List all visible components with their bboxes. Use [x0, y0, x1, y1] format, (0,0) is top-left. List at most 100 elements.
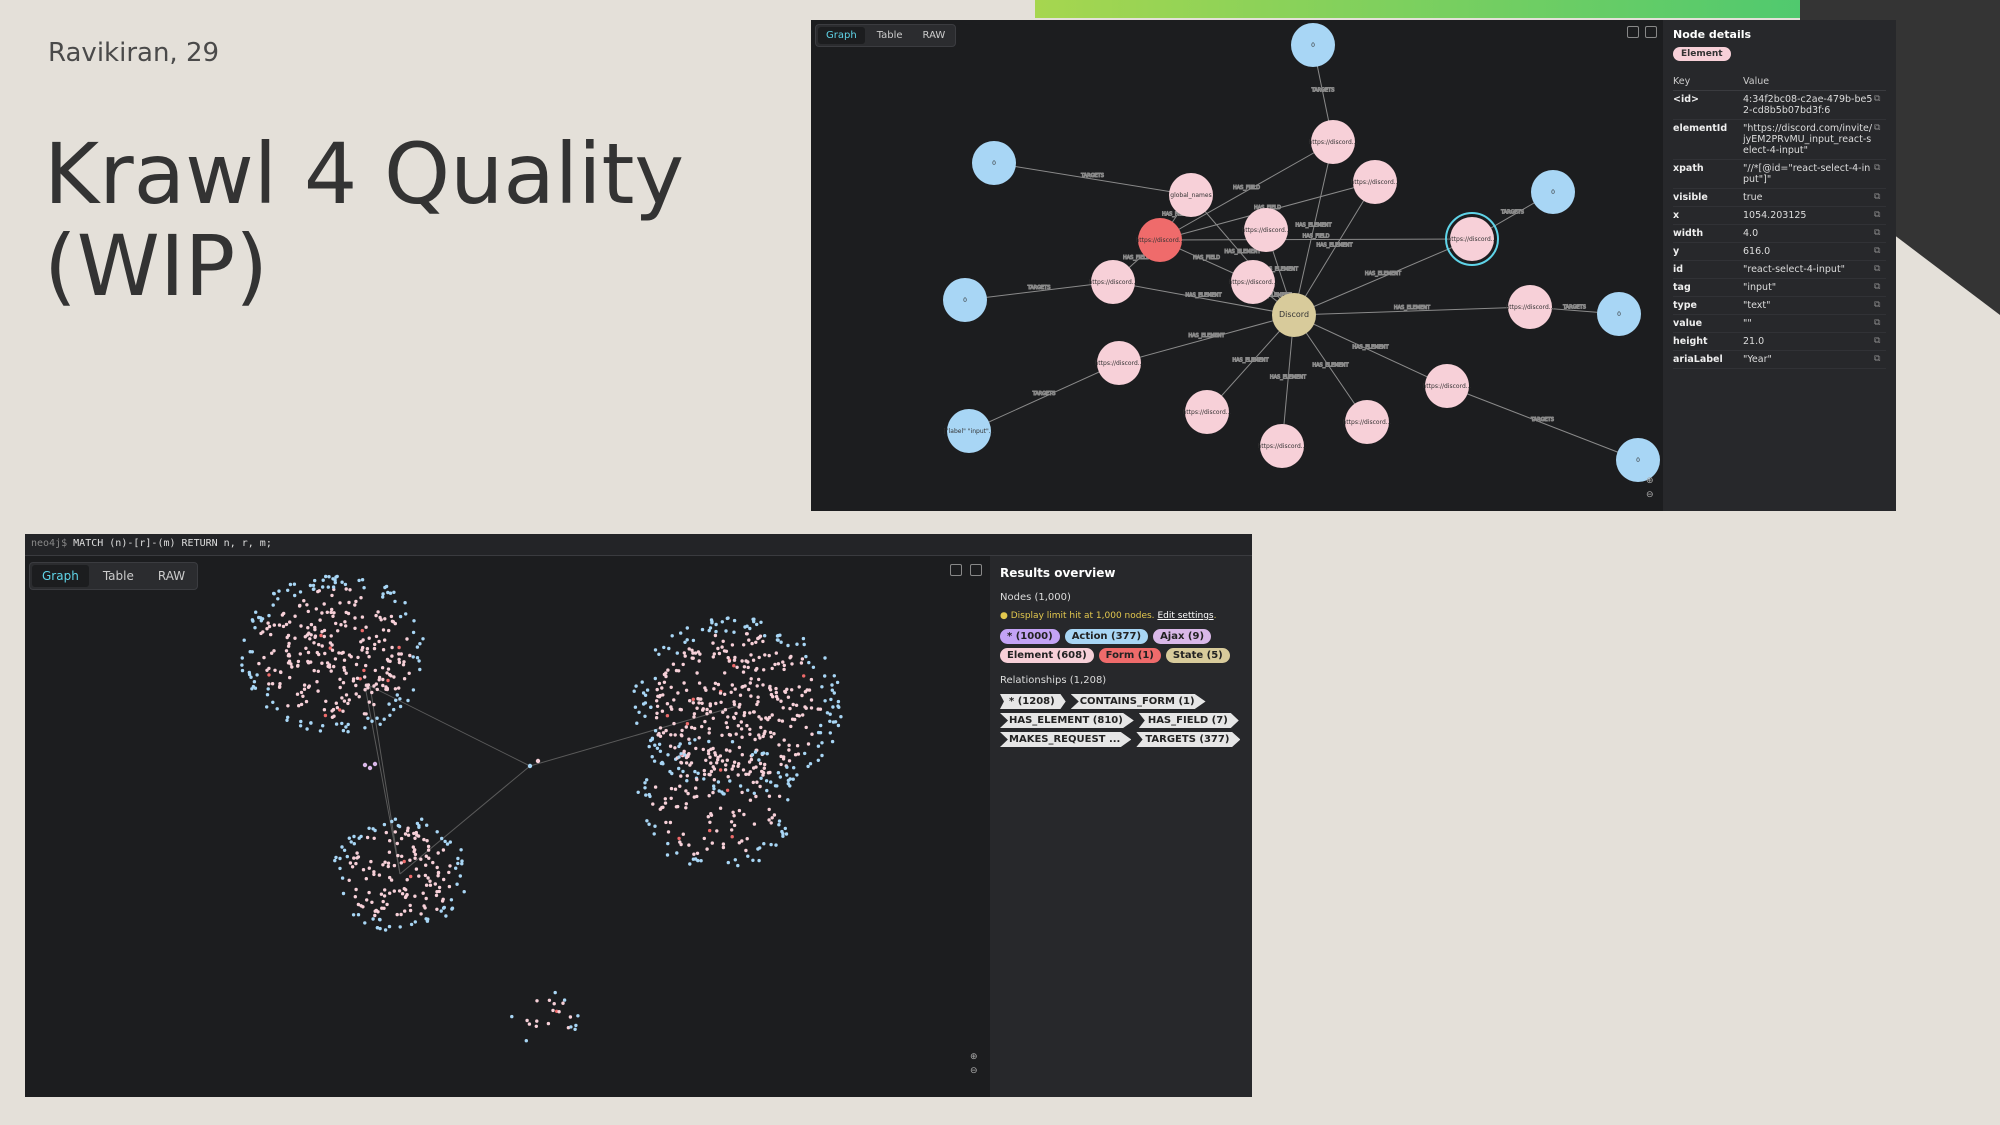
graph-node-dot[interactable]: [297, 604, 302, 608]
node-label-chip[interactable]: State (5): [1165, 648, 1230, 663]
graph-node-dot[interactable]: [823, 656, 827, 660]
graph-node-dot[interactable]: [449, 898, 454, 902]
node-graph[interactable]: HAS_ELEMENT HAS_ELEMENT HAS_ELEMENT HAS_ELE…: [811, 20, 1663, 511]
graph-node-dot[interactable]: [403, 601, 407, 605]
element-label-pill[interactable]: Element: [1673, 47, 1731, 61]
element-node[interactable]: [1311, 120, 1355, 164]
graph-node-dot[interactable]: [763, 653, 767, 657]
graph-node-dot[interactable]: [348, 588, 352, 592]
graph-node-dot[interactable]: [783, 690, 788, 694]
copy-icon[interactable]: ⧉: [1874, 300, 1881, 310]
graph-node-dot[interactable]: [401, 663, 406, 667]
copy-icon[interactable]: ⧉: [1874, 228, 1881, 238]
graph-node-dot[interactable]: [366, 716, 370, 720]
graph-node-dot[interactable]: [717, 789, 721, 793]
graph-node-dot[interactable]: [714, 701, 718, 706]
graph-node-dot[interactable]: [535, 999, 539, 1003]
graph-node-dot[interactable]: [737, 745, 742, 750]
graph-node-dot[interactable]: [400, 854, 404, 858]
graph-node-dot[interactable]: [802, 642, 806, 647]
graph-node-dot[interactable]: [658, 734, 663, 738]
graph-node-dot[interactable]: [757, 677, 761, 682]
graph-node-dot[interactable]: [828, 719, 832, 723]
graph-node-dot[interactable]: [392, 889, 396, 893]
graph-node-dot[interactable]: [811, 665, 816, 669]
graph-node-dot[interactable]: [249, 675, 253, 679]
graph-node-dot[interactable]: [561, 1001, 565, 1005]
graph-node-dot[interactable]: [717, 651, 722, 656]
graph-node-dot[interactable]: [431, 860, 435, 865]
graph-node-dot[interactable]: [734, 711, 738, 716]
graph-node-dot[interactable]: [265, 627, 269, 631]
graph-node-dot[interactable]: [785, 687, 789, 691]
graph-node-dot[interactable]: [744, 848, 748, 853]
graph-node-dot[interactable]: [742, 665, 747, 669]
graph-node-dot[interactable]: [302, 683, 307, 687]
graph-node-dot[interactable]: [801, 636, 806, 641]
graph-node-dot[interactable]: [816, 758, 820, 762]
graph-node-dot[interactable]: [749, 694, 753, 698]
graph-node-dot[interactable]: [778, 775, 782, 779]
element-node[interactable]: [1231, 260, 1275, 304]
graph-node-dot[interactable]: [739, 720, 743, 724]
graph-node-dot[interactable]: [411, 688, 416, 692]
graph-node-dot[interactable]: [395, 693, 399, 697]
graph-node-dot[interactable]: [301, 694, 305, 698]
graph-node-dot[interactable]: [731, 764, 736, 768]
graph-node-dot[interactable]: [307, 660, 311, 665]
graph-node-dot[interactable]: [661, 693, 665, 697]
graph-node-dot[interactable]: [407, 671, 411, 675]
graph-node-dot[interactable]: [720, 759, 725, 763]
graph-node-dot[interactable]: [705, 712, 709, 716]
graph-node-dot[interactable]: [270, 682, 275, 686]
graph-node-dot[interactable]: [777, 718, 781, 722]
graph-node-dot[interactable]: [687, 647, 691, 651]
graph-node-dot[interactable]: [655, 687, 659, 692]
graph-node-dot[interactable]: [722, 649, 727, 653]
graph-node-dot[interactable]: [733, 858, 737, 862]
graph-node-dot[interactable]: [340, 876, 345, 880]
graph-node-dot[interactable]: [691, 651, 695, 655]
graph-node-dot[interactable]: [353, 895, 357, 899]
graph-node-dot[interactable]: [833, 720, 838, 724]
graph-node-dot[interactable]: [707, 628, 711, 633]
graph-node-dot[interactable]: [685, 626, 689, 630]
graph-node-dot[interactable]: [456, 861, 460, 866]
graph-node-dot[interactable]: [240, 668, 245, 673]
graph-node-dot[interactable]: [351, 913, 356, 917]
graph-node-dot[interactable]: [666, 841, 670, 846]
graph-node-dot[interactable]: [330, 607, 334, 612]
graph-node-dot[interactable]: [832, 691, 836, 695]
relationship-edge[interactable]: [993, 162, 1192, 197]
graph-node-dot[interactable]: [259, 619, 263, 623]
graph-node-dot[interactable]: [802, 674, 806, 678]
graph-node-dot[interactable]: [344, 624, 348, 628]
graph-node-dot[interactable]: [374, 613, 378, 618]
graph-node-dot[interactable]: [801, 713, 805, 717]
graph-node-dot[interactable]: [415, 833, 419, 837]
graph-node-dot[interactable]: [347, 600, 351, 605]
graph-node-dot[interactable]: [428, 879, 432, 883]
expand-icon[interactable]: [1645, 26, 1657, 38]
copy-icon[interactable]: ⧉: [1874, 123, 1881, 133]
graph-node-dot[interactable]: [417, 825, 421, 829]
graph-node-dot[interactable]: [363, 675, 367, 679]
graph-node-dot[interactable]: [679, 708, 683, 712]
graph-node-dot[interactable]: [804, 654, 808, 659]
graph-node-dot[interactable]: [403, 895, 408, 900]
graph-node-dot[interactable]: [788, 777, 792, 781]
graph-node-dot[interactable]: [378, 722, 382, 726]
graph-node-dot[interactable]: [665, 702, 670, 706]
graph-node-dot[interactable]: [669, 796, 673, 800]
graph-node-dot[interactable]: [653, 824, 657, 828]
graph-node-dot[interactable]: [741, 684, 745, 689]
expand-icon[interactable]: [970, 564, 982, 576]
graph-node-dot[interactable]: [459, 848, 463, 852]
graph-node-dot[interactable]: [425, 839, 429, 843]
graph-node-dot[interactable]: [754, 794, 758, 799]
graph-node-dot[interactable]: [771, 695, 775, 699]
graph-node-dot[interactable]: [271, 700, 275, 704]
graph-node-dot[interactable]: [647, 792, 651, 797]
graph-node-dot[interactable]: [715, 829, 719, 833]
node-label-chip[interactable]: Ajax (9): [1153, 629, 1212, 644]
